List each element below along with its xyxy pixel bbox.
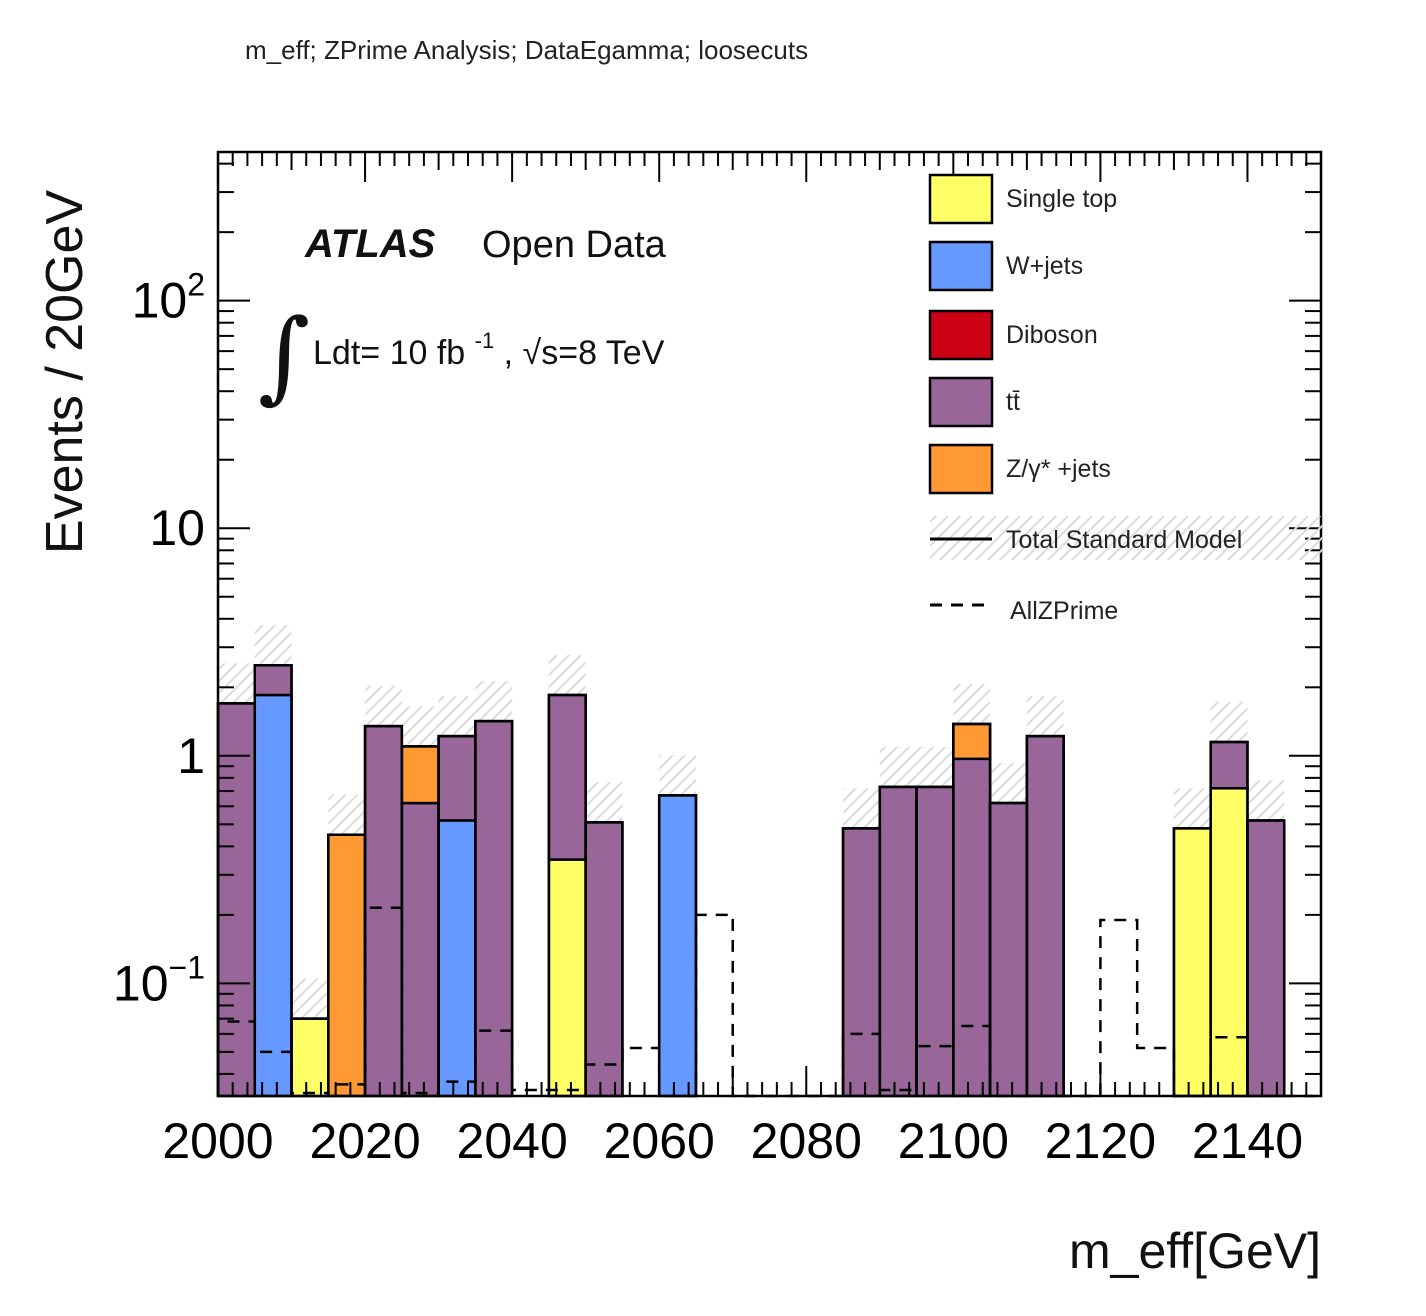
y-tick-label: 10−1 [113,949,205,1011]
bar-single-top [1172,827,1212,1098]
bar-w-jets [657,794,698,1098]
total-sm-outline [216,663,1286,1096]
legend-hatch [930,516,1322,560]
y-tick-label: 1 [177,728,205,784]
legend-label: Z/γ* +jets [1006,455,1111,483]
total-sm-step [1025,734,1065,1096]
x-tick-label: 2120 [1045,1113,1156,1169]
x-tick-label: 2060 [604,1113,715,1169]
open-data-label: Open Data [482,224,667,266]
signal-dashed-line [216,906,1321,1098]
bar-tt- [878,785,918,1098]
legend-swatch [928,443,994,495]
atlas-label: ATLAS [304,222,436,266]
bar-single-top [547,858,587,1098]
bar-tt- [1025,734,1065,1098]
bar-tt- [216,702,257,1098]
legend-label: W+jets [1006,252,1083,280]
legend: Single top W+jets Diboson tt̄ Z/γ* +jets Tota… [928,173,1322,625]
bar-z-jets [952,722,992,761]
bar-z-jets [327,833,367,1098]
x-tick-label: 2140 [1192,1113,1303,1169]
bar-tt- [988,801,1029,1098]
bar-tt- [547,693,587,861]
x-tick-label: 2100 [898,1113,1009,1169]
lumi-exponent: -1 [475,328,495,353]
bar-tt- [1246,819,1286,1098]
signal-step [216,906,1321,1098]
bar-tt- [253,663,293,697]
legend-swatch [928,240,994,292]
legend-label-total: Total Standard Model [1006,526,1242,554]
bar-tt- [841,827,882,1098]
total-sm-step [657,794,698,1096]
total-sm-step [474,719,514,1096]
x-axis-label: m_eff[GeV] [1069,1223,1321,1279]
y-tick-labels: 10−1 1 10 102 [113,267,205,1012]
bar-tt- [915,785,955,1098]
bar-tt- [437,734,477,822]
bar-tt- [474,719,514,1098]
bar-w-jets [437,819,477,1098]
energy-text: , √s=8 TeV [504,334,665,372]
bar-tt- [363,724,404,1098]
bar-z-jets [400,745,440,805]
axis-ticks [217,152,1322,1096]
x-tick-label: 2040 [457,1113,568,1169]
lumi-prefix: Ldt= 10 fb [313,334,465,372]
legend-swatch [928,376,994,428]
bar-tt- [952,757,992,1098]
x-tick-label: 2020 [309,1113,420,1169]
x-tick-labels: 2000 2020 2040 2060 2080 2100 2120 2140 [162,1113,1303,1169]
integral-sign: ∫ [258,297,310,414]
legend-label: Single top [1006,185,1117,213]
plot-border [216,150,1323,1098]
total-sm-step [1246,819,1286,1096]
y-tick-label: 102 [132,267,205,329]
total-sm-step [584,821,624,1096]
lumi-text: Ldt= 10 fb -1 , √s=8 TeV [313,318,665,372]
bar-tt- [584,821,624,1098]
chart-title: m_eff; ZPrime Analysis; DataEgamma; loos… [245,35,808,65]
bar-single-top [1209,787,1249,1098]
total-sm-step [253,663,293,1096]
legend-label: tt̄ [1006,388,1020,416]
legend-label-signal: AllZPrime [1010,597,1118,625]
bar-single-top [290,1017,330,1098]
y-axis-label: Events / 20GeV [36,190,94,555]
legend-swatch [928,309,994,361]
bar-w-jets [253,693,293,1098]
legend-label: Diboson [1006,321,1098,349]
bar-tt- [1209,740,1249,790]
bar-tt- [400,801,440,1098]
legend-swatch [928,173,994,225]
x-tick-label: 2080 [751,1113,862,1169]
x-tick-label: 2000 [162,1113,273,1169]
y-tick-label: 10 [149,500,205,556]
